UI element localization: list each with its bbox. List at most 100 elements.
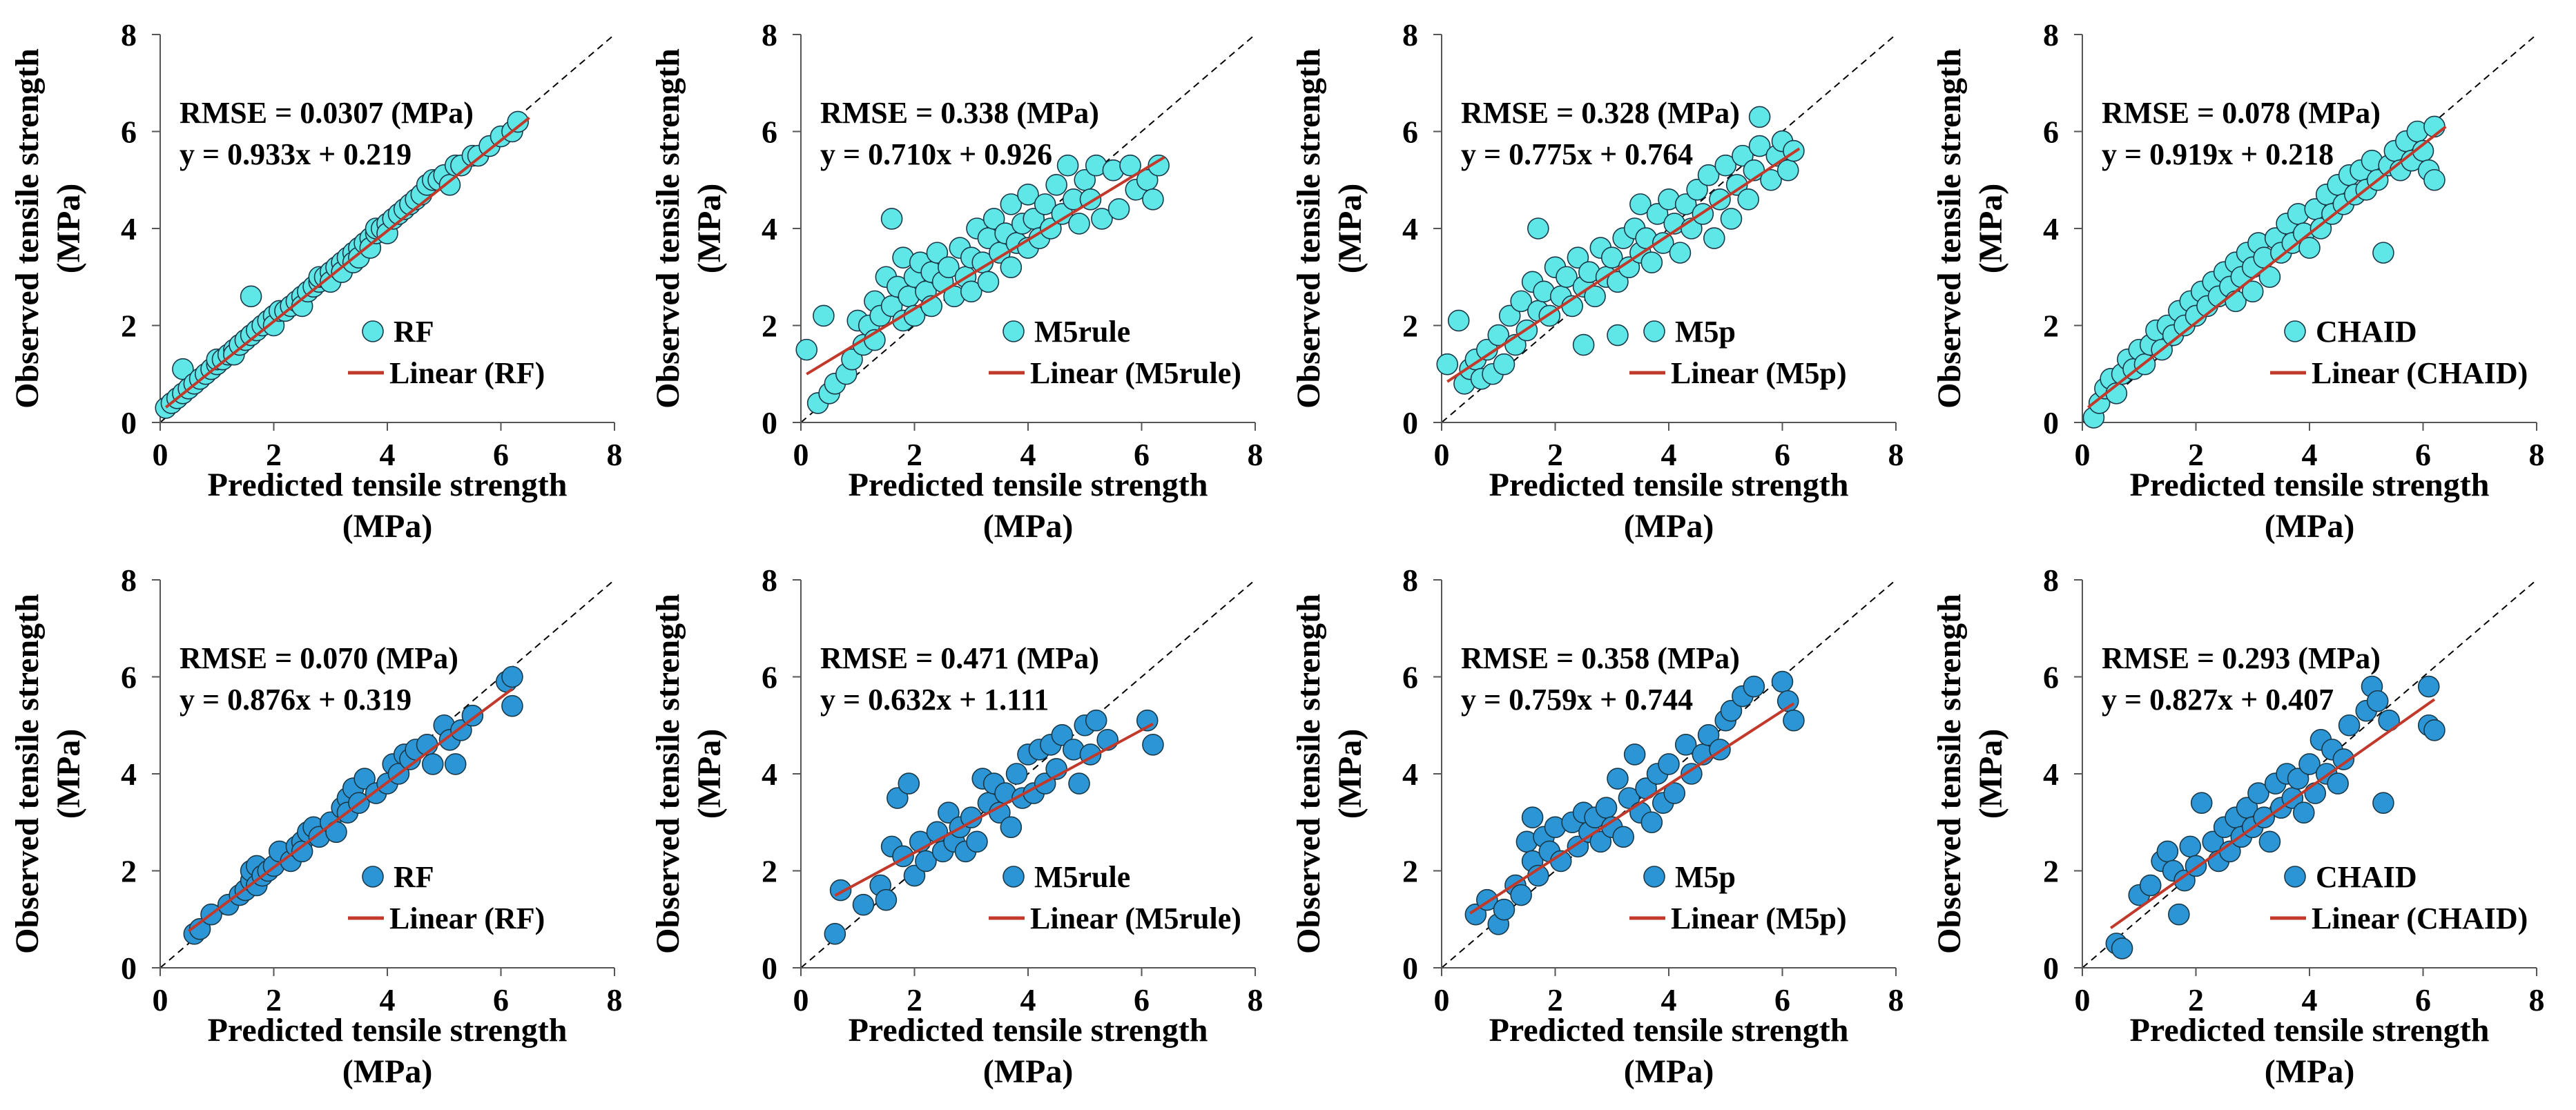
data-point xyxy=(2327,772,2349,795)
data-point xyxy=(1663,782,1686,804)
data-point xyxy=(2168,903,2190,926)
data-point xyxy=(898,772,920,795)
x-axis-label: Predicted tensile strength xyxy=(849,1012,1208,1049)
x-axis-label: Predicted tensile strength xyxy=(849,467,1208,503)
data-point xyxy=(1045,173,1067,196)
y-tick-label: 4 xyxy=(2043,211,2059,246)
legend-marker xyxy=(1643,866,1665,888)
y-tick-label: 4 xyxy=(121,211,137,246)
x-tick-label: 4 xyxy=(1661,437,1677,472)
y-axis-label: Observed tensile strength xyxy=(1931,48,1968,409)
data-point xyxy=(2372,792,2394,814)
equation-annotation: y = 0.933x + 0.219 xyxy=(180,137,411,171)
y-tick-label: 6 xyxy=(1402,660,1418,695)
y-tick-label: 2 xyxy=(1402,854,1418,889)
legend-scatter-label: RF xyxy=(394,315,434,349)
y-tick-label: 2 xyxy=(2043,309,2059,344)
data-point xyxy=(2287,768,2309,790)
data-point xyxy=(1595,797,1618,819)
y-tick-label: 4 xyxy=(2043,757,2059,792)
y-axis-unit-label: (MPa) xyxy=(1973,729,2009,819)
data-point xyxy=(1771,670,1794,693)
x-tick-label: 8 xyxy=(1248,982,1263,1018)
legend-line-label: Linear (M5rule) xyxy=(1030,902,1241,935)
data-point xyxy=(2372,242,2394,264)
y-tick-label: 8 xyxy=(1402,17,1418,52)
y-tick-label: 2 xyxy=(121,309,137,344)
linear-fit-line xyxy=(2086,125,2447,409)
y-axis-label: Observed tensile strength xyxy=(9,594,46,954)
data-point xyxy=(1051,723,1074,746)
x-tick-label: 6 xyxy=(493,982,509,1018)
y-tick-label: 4 xyxy=(1402,211,1418,246)
x-tick-label: 0 xyxy=(153,982,168,1018)
y-tick-label: 2 xyxy=(762,309,777,344)
equation-annotation: y = 0.775x + 0.764 xyxy=(1461,137,1693,171)
data-point xyxy=(2332,748,2355,770)
y-tick-label: 8 xyxy=(762,17,777,52)
data-point xyxy=(507,110,529,133)
y-tick-label: 4 xyxy=(762,757,777,792)
equation-annotation: y = 0.919x + 0.218 xyxy=(2102,137,2334,171)
data-point xyxy=(2338,714,2361,737)
chart-panel-rf-test: 00 2 2 4 4 6 6 8 8 RMSE = 0.070 (MPa) y = 0.876x +… xyxy=(9,563,623,1090)
x-tick-label: 6 xyxy=(2415,982,2431,1018)
legend-scatter-label: CHAID xyxy=(2316,315,2417,349)
legend-line-label: Linear (M5p) xyxy=(1671,356,1847,390)
x-axis-label: Predicted tensile strength xyxy=(1489,1012,1849,1049)
data-point xyxy=(1000,193,1023,215)
x-tick-label: 6 xyxy=(1774,437,1790,472)
y-axis-label: Observed tensile strength xyxy=(9,48,46,409)
y-tick-label: 6 xyxy=(121,115,137,150)
data-point xyxy=(1623,743,1646,766)
y-tick-label: 0 xyxy=(2043,951,2059,986)
data-point xyxy=(1510,884,1532,906)
y-tick-label: 8 xyxy=(121,17,137,52)
data-point xyxy=(1498,304,1521,327)
data-point xyxy=(938,256,960,279)
chart-panel-m5p-train: 00 2 2 4 4 6 6 8 8 RMSE = 0.328 (MPa) y = 0.775x +… xyxy=(1290,17,1904,545)
legend-marker xyxy=(2284,320,2306,342)
y-axis-label: Observed tensile strength xyxy=(1290,594,1327,954)
x-axis-label: Predicted tensile strength xyxy=(1489,467,1849,503)
data-point xyxy=(2298,753,2321,775)
rmse-annotation: RMSE = 0.471 (MPa) xyxy=(820,641,1099,675)
data-point xyxy=(824,923,846,945)
data-point xyxy=(852,893,875,916)
y-tick-label: 8 xyxy=(762,563,777,598)
x-axis-unit-label: (MPa) xyxy=(342,1053,433,1090)
x-tick-label: 4 xyxy=(380,437,396,472)
data-point xyxy=(1572,333,1595,356)
rmse-annotation: RMSE = 0.0307 (MPa) xyxy=(180,96,474,130)
data-point xyxy=(887,787,909,809)
linear-fit-line xyxy=(1469,702,1795,915)
rmse-annotation: RMSE = 0.358 (MPa) xyxy=(1461,641,1740,675)
y-axis-label: Observed tensile strength xyxy=(650,48,686,409)
legend-scatter-label: M5p xyxy=(1675,860,1736,894)
data-point xyxy=(1629,193,1652,215)
data-point xyxy=(903,864,926,887)
data-point xyxy=(1000,256,1023,279)
chart-panel-m5p-test: 00 2 2 4 4 6 6 8 8 RMSE = 0.358 (MPa) y = 0.759x +… xyxy=(1290,563,1904,1090)
data-point xyxy=(1447,309,1470,332)
y-tick-label: 6 xyxy=(2043,115,2059,150)
chart-panel-m5rule-test: 00 2 2 4 4 6 6 8 8 RMSE = 0.471 (MPa) y = 0.632x +… xyxy=(650,563,1263,1090)
x-tick-label: 8 xyxy=(607,437,623,472)
data-point xyxy=(1748,135,1771,157)
data-point xyxy=(926,242,949,264)
data-point xyxy=(2417,675,2440,698)
x-tick-label: 0 xyxy=(793,982,809,1018)
legend-marker xyxy=(1003,866,1025,888)
y-tick-label: 0 xyxy=(1402,951,1418,986)
y-axis-unit-label: (MPa) xyxy=(1332,184,1368,274)
data-point xyxy=(2258,830,2281,853)
rmse-annotation: RMSE = 0.293 (MPa) xyxy=(2102,641,2381,675)
x-tick-label: 2 xyxy=(2188,437,2204,472)
x-axis-unit-label: (MPa) xyxy=(1624,1053,1714,1090)
data-point xyxy=(1142,188,1164,211)
data-point xyxy=(421,753,444,775)
data-point xyxy=(2173,869,2196,892)
legend-scatter-label: RF xyxy=(394,860,434,894)
legend-marker xyxy=(1643,320,1665,342)
